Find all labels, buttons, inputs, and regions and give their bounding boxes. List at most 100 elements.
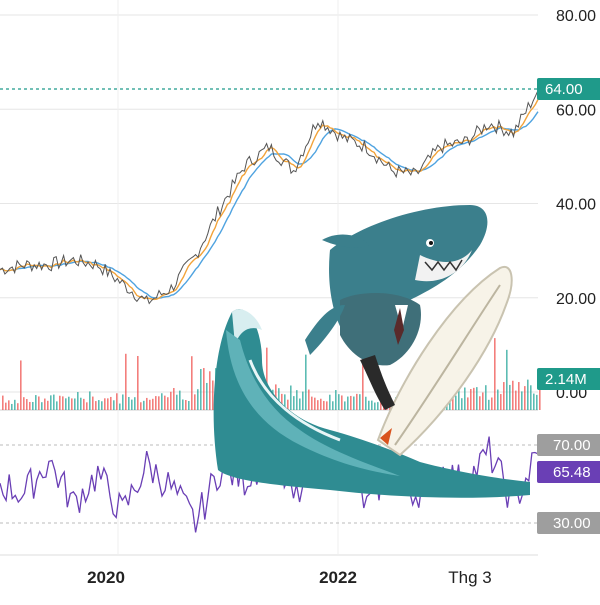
volume-bar <box>371 400 373 410</box>
x-axis: 2020 2022 Thg 3 <box>87 568 492 587</box>
volume-bar <box>164 395 166 410</box>
volume-bar <box>65 398 67 410</box>
volume-bar <box>59 395 61 410</box>
rsi-upper-badge <box>537 434 600 456</box>
volume-bar <box>266 347 268 410</box>
current-price-badge-label: 64.00 <box>545 81 583 98</box>
volume-bar <box>17 403 19 410</box>
volume-bar <box>452 395 454 410</box>
rsi-lower-badge-label: 30.00 <box>553 515 591 532</box>
volume-bar <box>491 397 493 410</box>
volume-bar <box>530 385 532 410</box>
volume-bar <box>353 396 355 410</box>
volume-bar <box>56 401 58 410</box>
volume-bar <box>488 399 490 410</box>
volume-bar <box>329 394 331 410</box>
badges: 64.00 2.14M 70.00 65.48 30.00 <box>537 78 600 534</box>
volume-bar <box>332 401 334 410</box>
volume-bar <box>281 393 283 410</box>
volume-bar <box>296 390 298 410</box>
volume-bar <box>119 403 121 410</box>
volume-bar <box>515 390 517 410</box>
volume-bar <box>497 389 499 410</box>
volume-bar <box>5 402 7 410</box>
volume-bar <box>458 387 460 410</box>
volume-bar <box>482 392 484 410</box>
volume-bar <box>23 397 25 410</box>
volume-bar <box>140 402 142 410</box>
volume-bar <box>536 394 538 410</box>
volume-bar <box>110 396 112 410</box>
volume-bar <box>365 396 367 410</box>
volume-bar <box>473 387 475 410</box>
volume-bar <box>284 394 286 410</box>
volume-bar <box>203 368 205 410</box>
volume-bar <box>299 398 301 410</box>
volume-bar <box>461 398 463 410</box>
volume-bar <box>539 379 541 410</box>
volume-bar <box>302 391 304 410</box>
volume-bar <box>2 395 4 410</box>
volume-bar <box>71 398 73 410</box>
volume-bar <box>350 395 352 410</box>
volume-bar <box>107 398 109 410</box>
volume-bar <box>116 393 118 410</box>
y-tick-label: 40.00 <box>556 197 596 214</box>
volume-bar <box>92 396 94 410</box>
volume-bar <box>485 385 487 410</box>
volume-bar <box>524 386 526 410</box>
rsi-value-badge-label: 65.48 <box>553 464 591 481</box>
price-panel[interactable] <box>0 88 539 305</box>
volume-bar <box>146 397 148 410</box>
volume-bar <box>290 385 292 410</box>
volume-bar <box>191 356 193 410</box>
volume-bar <box>320 398 322 410</box>
volume-bar <box>26 399 28 410</box>
volume-bar <box>89 391 91 410</box>
volume-bar <box>53 394 55 410</box>
y-tick-label: 60.00 <box>556 102 596 119</box>
volume-bar <box>101 401 103 410</box>
volume-bar <box>113 400 115 410</box>
volume-bar <box>362 353 364 410</box>
price-line <box>0 90 539 305</box>
volume-bar <box>32 401 34 410</box>
volume-bar <box>29 401 31 410</box>
volume-bar <box>128 396 130 410</box>
volume-bar <box>326 401 328 410</box>
volume-bar <box>83 398 85 410</box>
volume-bar <box>344 401 346 410</box>
moving-average-fast <box>0 99 539 301</box>
volume-bar <box>149 399 151 410</box>
volume-bar <box>86 402 88 410</box>
volume-bar <box>44 398 46 410</box>
volume-bar <box>176 394 178 410</box>
volume-bar <box>470 389 472 410</box>
volume-bar <box>368 400 370 410</box>
volume-bar <box>212 380 214 410</box>
volume-bar <box>104 398 106 410</box>
rsi-lower-badge <box>537 512 600 534</box>
volume-bar <box>527 379 529 410</box>
volume-bar <box>518 382 520 410</box>
volume-bar <box>293 396 295 410</box>
x-tick-label: 2020 <box>87 568 125 587</box>
volume-bar <box>14 399 16 410</box>
volume-bar <box>8 400 10 410</box>
volume-bar <box>476 387 478 410</box>
rsi-upper-badge-label: 70.00 <box>553 437 591 454</box>
volume-bar <box>209 371 211 410</box>
volume-bar <box>182 399 184 410</box>
volume-bar <box>464 387 466 410</box>
shark-on-surfboard-icon <box>213 205 530 498</box>
y-tick-label: 80.00 <box>556 8 596 25</box>
volume-bar <box>278 388 280 410</box>
volume-bar <box>179 390 181 410</box>
y-tick-label: 20.00 <box>556 291 596 308</box>
volume-bar <box>512 380 514 410</box>
volume-bar <box>479 396 481 410</box>
volume-bar <box>509 384 511 410</box>
volume-bar <box>80 397 82 410</box>
